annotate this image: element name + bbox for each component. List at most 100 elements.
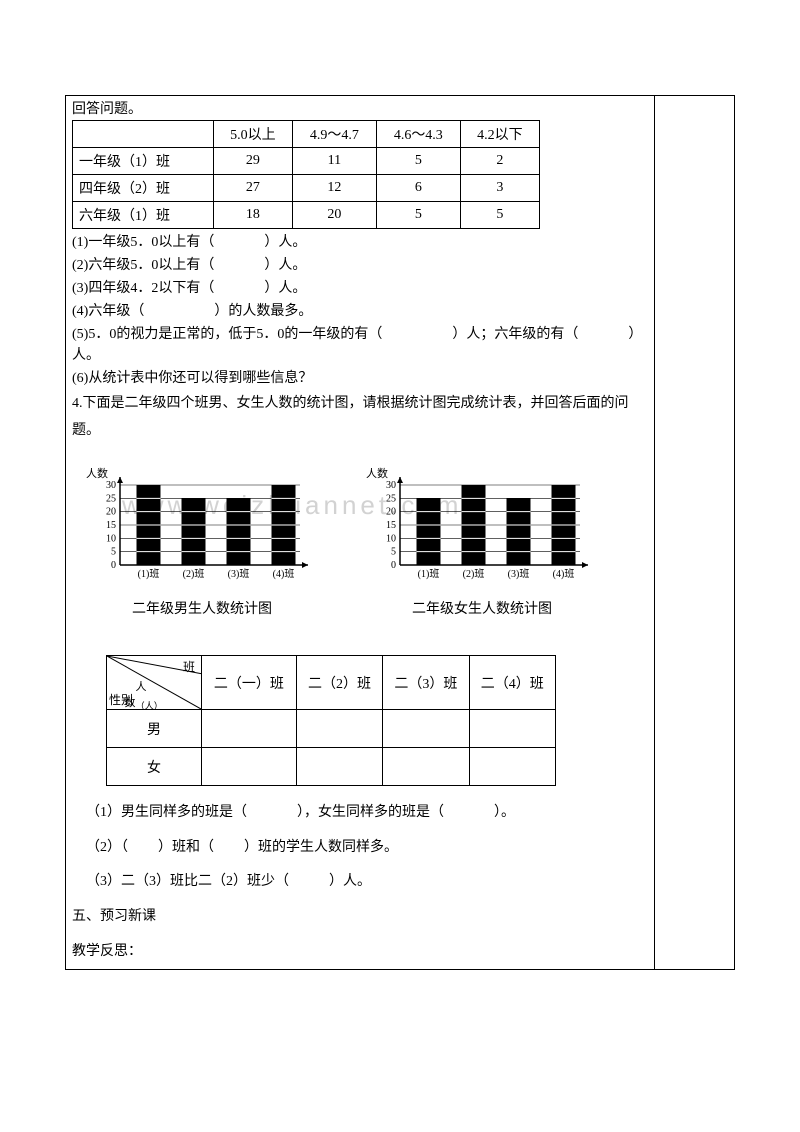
q-text: ）人。 <box>264 258 306 273</box>
empty-cell <box>296 748 382 786</box>
col-header: 二（4）班 <box>469 656 555 710</box>
row-label: 四年级（2）班 <box>73 175 214 202</box>
q-text: (4)六年级（ <box>72 304 144 319</box>
charts-container: www.weizhuannet.com 人数302520151050(1)班(2… <box>72 465 648 635</box>
q-text: （3）二（3）班比二（2）班少（ <box>86 874 289 889</box>
header-cell: 4.6～4.3 <box>376 121 460 148</box>
cell: 27 <box>213 175 292 202</box>
header-cell: 4.9～4.7 <box>292 121 376 148</box>
table-header-row: 5.0以上 4.9～4.7 4.6～4.3 4.2以下 <box>73 121 540 148</box>
page-frame: 回答问题。 5.0以上 4.9～4.7 4.6～4.3 4.2以下 一年级（1）… <box>65 95 735 970</box>
q-text: (1)一年级5．0以上有（ <box>72 235 214 250</box>
q-text: ）。 <box>494 805 515 820</box>
svg-text:(3)班: (3)班 <box>228 568 250 580</box>
chart-title: 二年级女生人数统计图 <box>362 598 602 618</box>
svg-text:(1)班: (1)班 <box>418 568 440 580</box>
svg-text:10: 10 <box>106 534 116 545</box>
svg-text:5: 5 <box>391 547 396 558</box>
q-text: ）人。 <box>264 235 306 250</box>
q-text: （2）（ <box>86 840 128 855</box>
empty-cell <box>296 710 382 748</box>
cell: 12 <box>292 175 376 202</box>
paragraph-4: 4.下面是二年级四个班男、女生人数的统计图，请根据统计图完成统计表，并回答后面的… <box>66 390 654 445</box>
table-header-row: 班 人 数（人） 性别 二（一）班 二（2）班 二（3）班 二（4）班 <box>107 656 556 710</box>
svg-text:15: 15 <box>106 520 116 531</box>
header-cell: 5.0以上 <box>213 121 292 148</box>
empty-cell <box>202 748 297 786</box>
female-chart: 人数302520151050(1)班(2)班(3)班(4)班 二年级女生人数统计… <box>362 465 602 618</box>
question-line: (2)六年级5．0以上有（ ）人。 <box>66 254 654 277</box>
chart-title: 二年级男生人数统计图 <box>82 598 322 618</box>
cell: 2 <box>460 148 539 175</box>
row-label: 男 <box>107 710 202 748</box>
question-line: (3)四年级4．2以下有（ ）人。 <box>66 277 654 300</box>
svg-text:5: 5 <box>111 547 116 558</box>
intro-text: 回答问题。 <box>66 96 654 118</box>
main-column: 回答问题。 5.0以上 4.9～4.7 4.6～4.3 4.2以下 一年级（1）… <box>66 96 654 969</box>
question-line: (1)一年级5．0以上有（ ）人。 <box>66 231 654 254</box>
svg-text:(2)班: (2)班 <box>183 568 205 580</box>
q-text: (5)5．0的视力是正常的，低于5．0的一年级的有（ <box>72 327 382 342</box>
cell: 20 <box>292 202 376 229</box>
svg-text:25: 25 <box>106 494 116 505</box>
svg-text:人数: 人数 <box>366 467 388 480</box>
empty-cell <box>469 748 555 786</box>
table-row: 四年级（2）班 27 12 6 3 <box>73 175 540 202</box>
sub-question: （3）二（3）班比二（2）班少（ ）人。 <box>66 865 654 900</box>
bar-chart-svg: 人数302520151050(1)班(2)班(3)班(4)班 <box>362 465 602 585</box>
svg-text:(1)班: (1)班 <box>138 568 160 580</box>
question-line: (4)六年级（ ）的人数最多。 <box>66 300 654 323</box>
empty-cell <box>469 710 555 748</box>
side-column <box>654 96 734 969</box>
male-chart: 人数302520151050(1)班(2)班(3)班(4)班 二年级男生人数统计… <box>82 465 322 618</box>
svg-text:(4)班: (4)班 <box>553 568 575 580</box>
svg-text:30: 30 <box>106 480 116 491</box>
q-text: ）人。 <box>329 874 371 889</box>
svg-text:0: 0 <box>111 560 116 571</box>
cell: 5 <box>460 202 539 229</box>
cell: 5 <box>376 202 460 229</box>
q-text: ）班和（ <box>158 840 214 855</box>
empty-cell <box>383 748 469 786</box>
row-label: 六年级（1）班 <box>73 202 214 229</box>
col-header: 二（2）班 <box>296 656 382 710</box>
q-text: ）的人数最多。 <box>214 304 312 319</box>
question-line: (5)5．0的视力是正常的，低于5．0的一年级的有（）人；六年级的有（）人。 <box>66 323 654 367</box>
table-row: 六年级（1）班 18 20 5 5 <box>73 202 540 229</box>
svg-text:(2)班: (2)班 <box>463 568 485 580</box>
header-cell: 4.2以下 <box>460 121 539 148</box>
svg-text:15: 15 <box>386 520 396 531</box>
cell: 6 <box>376 175 460 202</box>
empty-cell <box>202 710 297 748</box>
svg-text:20: 20 <box>106 507 116 518</box>
table-row: 一年级（1）班 29 11 5 2 <box>73 148 540 175</box>
cell: 29 <box>213 148 292 175</box>
cell: 5 <box>376 148 460 175</box>
col-header: 二（一）班 <box>202 656 297 710</box>
svg-text:0: 0 <box>391 560 396 571</box>
fill-table: 班 人 数（人） 性别 二（一）班 二（2）班 二（3）班 二（4）班 男 女 <box>106 655 556 786</box>
section-5: 五、预习新课 <box>66 900 654 935</box>
svg-text:(3)班: (3)班 <box>508 568 530 580</box>
cell: 18 <box>213 202 292 229</box>
q-text: ）人；六年级的有（ <box>452 327 578 342</box>
question-line: (6)从统计表中你还可以得到哪些信息？ <box>66 367 654 390</box>
svg-text:20: 20 <box>386 507 396 518</box>
header-cell <box>73 121 214 148</box>
row-label: 一年级（1）班 <box>73 148 214 175</box>
table-row: 女 <box>107 748 556 786</box>
svg-text:(4)班: (4)班 <box>273 568 295 580</box>
q-text: ）班的学生人数同样多。 <box>244 840 398 855</box>
q-text: (3)四年级4．2以下有（ <box>72 281 214 296</box>
diagonal-header: 班 人 数（人） 性别 <box>107 656 202 710</box>
col-header: 二（3）班 <box>383 656 469 710</box>
table-row: 男 <box>107 710 556 748</box>
empty-cell <box>383 710 469 748</box>
vision-table: 5.0以上 4.9～4.7 4.6～4.3 4.2以下 一年级（1）班 29 1… <box>72 120 540 229</box>
corner-top: 班 <box>183 658 195 675</box>
q-text: (2)六年级5．0以上有（ <box>72 258 214 273</box>
corner-bottom: 性别 <box>109 691 133 708</box>
section-reflection: 教学反思： <box>66 935 654 970</box>
cell: 3 <box>460 175 539 202</box>
q-text: ）人。 <box>264 281 306 296</box>
